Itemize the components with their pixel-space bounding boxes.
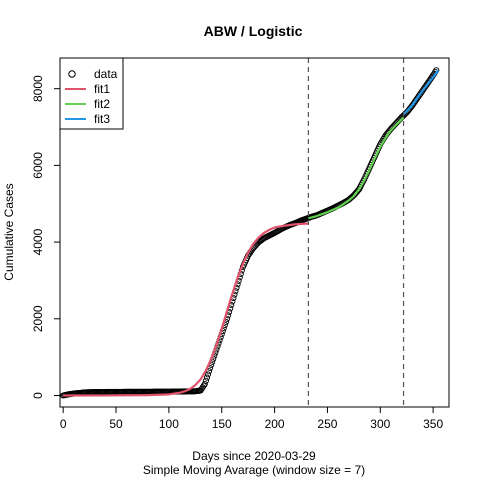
x-tick-label: 350 — [423, 417, 443, 431]
y-tick-label: 4000 — [31, 228, 45, 255]
data-point — [204, 371, 212, 378]
data-point — [416, 92, 423, 99]
legend-fit2-label: fit2 — [94, 97, 110, 111]
fit2-curve — [308, 116, 405, 220]
data-point — [422, 82, 429, 90]
data-point — [420, 86, 427, 93]
legend-data-label: data — [94, 67, 118, 81]
legend-fit1-label: fit1 — [94, 82, 110, 96]
y-axis-label: Cumulative Cases — [2, 183, 16, 280]
y-tick-label: 8000 — [31, 75, 45, 102]
fit-layer — [63, 69, 440, 397]
data-point — [408, 102, 416, 109]
y-tick-label: 6000 — [31, 152, 45, 179]
data-point — [417, 90, 424, 97]
data-point — [201, 380, 208, 388]
x-tick-label: 50 — [109, 417, 123, 431]
legend-fit3-label: fit3 — [94, 112, 110, 126]
data-point — [202, 377, 209, 384]
x-tick-label: 100 — [159, 417, 179, 431]
data-point — [200, 382, 207, 389]
data-point — [415, 93, 422, 100]
y-tick-label: 2000 — [31, 305, 45, 332]
x-axis-label: Days since 2020-03-29 — [192, 449, 316, 463]
legend-data-point-icon — [68, 70, 76, 78]
data-point — [412, 98, 419, 105]
data-point — [418, 89, 425, 96]
data-point — [419, 87, 426, 94]
vline-layer — [307, 58, 405, 407]
x-tick-label: 300 — [370, 417, 390, 431]
fit3-curve — [402, 69, 440, 116]
y-tick-label: 0 — [31, 392, 45, 399]
chart-title: ABW / Logistic — [204, 23, 303, 39]
data-point — [410, 101, 417, 108]
fit1-curve — [63, 222, 309, 397]
data-point — [413, 96, 420, 103]
x-tick-label: 150 — [212, 417, 232, 431]
legend-box — [59, 57, 124, 130]
data-point — [421, 84, 428, 91]
data-point — [203, 374, 210, 381]
x-tick-label: 0 — [60, 417, 67, 431]
data-point — [414, 95, 421, 102]
data-point — [423, 81, 430, 88]
data-point — [411, 99, 418, 106]
x-tick-label: 200 — [265, 417, 285, 431]
x-axis: 0 50 100 150 200 250 300 350 — [60, 406, 443, 431]
y-axis: 0 2000 4000 6000 8000 — [31, 75, 61, 399]
legend: data fit1 fit2 fit3 — [59, 57, 124, 130]
x-axis-subtitle: Simple Moving Avarage (window size = 7) — [143, 463, 365, 477]
x-tick-label: 250 — [317, 417, 337, 431]
